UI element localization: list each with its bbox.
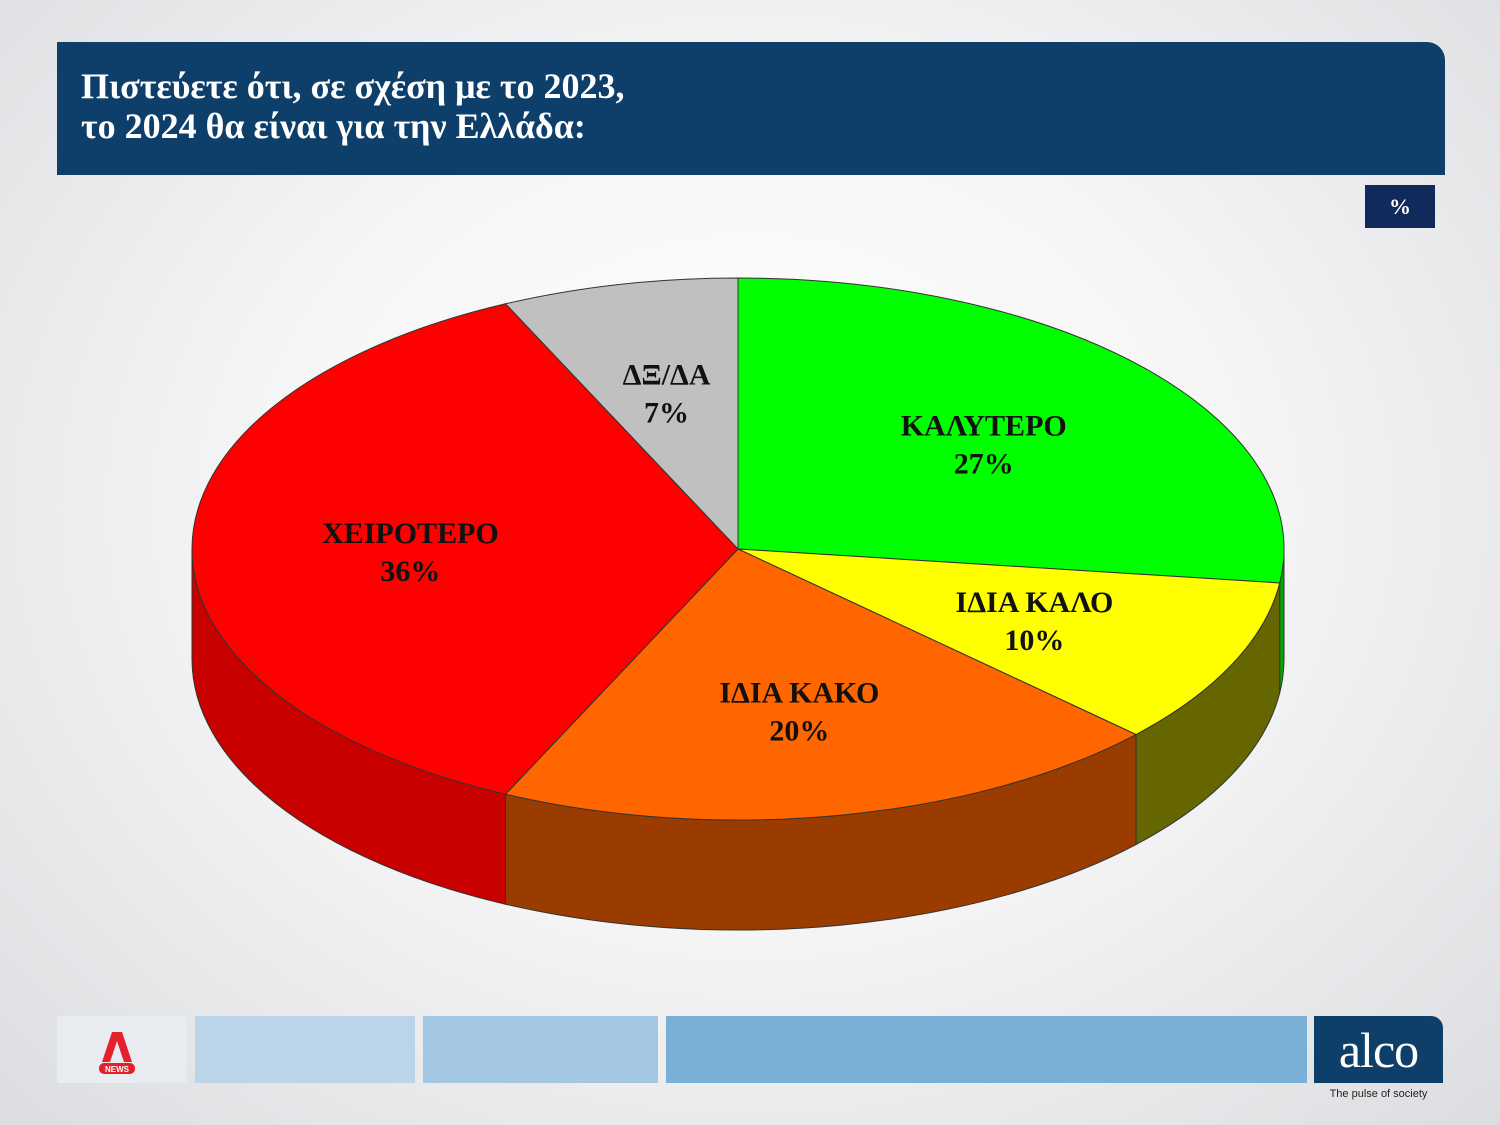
alpha-news-text: NEWS <box>105 1065 130 1074</box>
pie-labels: ΚΑΛΥΤΕΡΟ 27% ΙΔΙΑ ΚΑΛΟ 10% ΙΔΙΑ ΚΑΚΟ 20% ΧΕΙΡΟ… <box>322 358 1113 747</box>
question-header: Πιστεύετε ότι, σε σχέση με το 2023, το 2… <box>57 42 1445 175</box>
pie-slice-2 <box>504 548 1138 821</box>
slice-label-3: ΧΕΙΡΟΤΕΡΟ <box>322 517 499 550</box>
slice-value-4: 7% <box>644 396 689 429</box>
slice-value-0: 27% <box>954 447 1014 480</box>
pie-top-faces <box>191 277 1285 821</box>
question-title-line-1: Πιστεύετε ότι, σε σχέση με το 2023, <box>81 66 625 106</box>
percent-unit-badge: % <box>1365 185 1435 228</box>
question-title-line-2: το 2024 θα είναι για την Ελλάδα: <box>81 106 586 146</box>
footer-panel-2 <box>195 1016 415 1083</box>
footer-panel-3 <box>423 1016 658 1083</box>
alco-tagline: The pulse of society <box>1329 1088 1428 1100</box>
slice-label-1: ΙΔΙΑ ΚΑΛΟ <box>956 586 1114 619</box>
slice-label-2: ΙΔΙΑ ΚΑΚΟ <box>719 677 879 710</box>
slice-label-0: ΚΑΛΥΤΕΡΟ <box>901 409 1067 442</box>
pie-slice-0 <box>737 277 1285 584</box>
pie-slice-3 <box>191 303 739 795</box>
alpha-news-logo-icon: NEWS <box>99 1032 135 1074</box>
footer-panel-4 <box>666 1016 1307 1083</box>
pie-slice-1 <box>737 548 1281 736</box>
slice-value-3: 36% <box>380 555 440 588</box>
slice-value-2: 20% <box>769 715 829 748</box>
alco-logo: alco <box>1314 1016 1443 1083</box>
slice-label-4: ΔΞ/ΔΑ <box>623 358 711 391</box>
slice-value-1: 10% <box>1004 624 1064 657</box>
pie-slice-4 <box>504 277 739 551</box>
pie-side-walls <box>191 548 1285 931</box>
